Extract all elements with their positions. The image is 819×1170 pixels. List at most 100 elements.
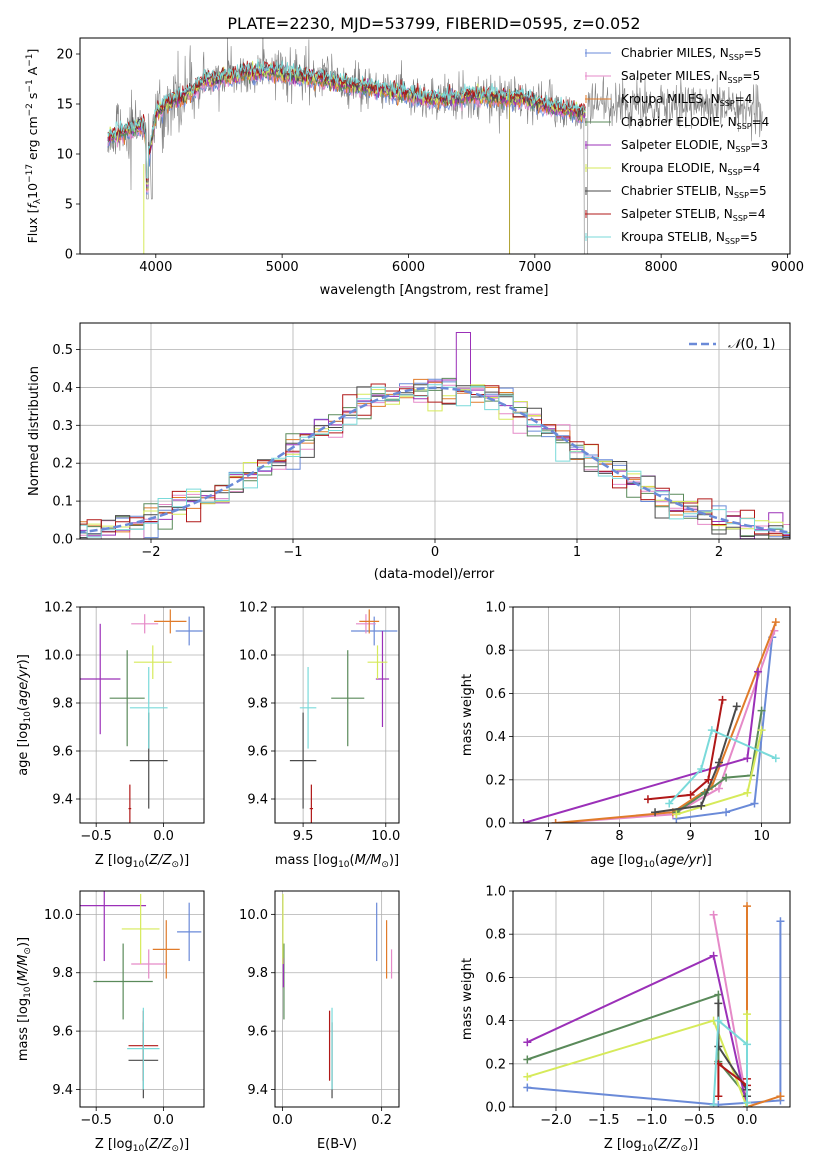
weight-series-line — [712, 1018, 748, 1105]
ticks: 9.5 10.0 9.4 9.6 9.8 10.0 10.2 — [239, 601, 400, 845]
label-subscript: SSP — [720, 99, 735, 108]
axes-frame — [79, 890, 205, 1108]
legend-n-value: 5 — [754, 46, 762, 60]
y-tick-label: 9.8 — [52, 697, 73, 712]
plot-area — [289, 609, 398, 823]
legend-model-name: Salpeter ELODIE — [621, 138, 719, 152]
x-axis-label: wavelength [Angstrom, rest frame] — [320, 283, 549, 298]
y-tick-label: 1.0 — [485, 601, 506, 616]
weight-point — [743, 1040, 752, 1049]
label-part: N — [724, 207, 733, 221]
y-axis-label: mass [log10(M/M⊙)] — [16, 937, 33, 1061]
label-part: = — [743, 69, 753, 83]
weight-point — [714, 1016, 723, 1025]
label-part: , — [703, 92, 711, 106]
label-subscript: SSP — [735, 145, 750, 154]
plot-area — [107, 38, 763, 254]
label-part: ( — [655, 853, 660, 868]
label-part: s — [25, 93, 40, 104]
weight-point — [743, 902, 752, 911]
weight-point — [776, 917, 785, 926]
normal-curve — [80, 386, 790, 534]
x-tick-label: −1.5 — [588, 1113, 620, 1128]
figure-title: PLATE=2230, MJD=53799, FIBERID=0595, z=0… — [227, 14, 640, 33]
y-axis-label: mass weight — [460, 958, 475, 1040]
label-part: Flux [ — [25, 209, 40, 244]
ticks: 4000 5000 6000 7000 8000 9000 0 5 10 15 20 — [56, 48, 804, 276]
x-tick-label: −1.0 — [636, 1113, 668, 1128]
y-tick-label: 15 — [56, 98, 73, 113]
legend-model-name: Chabrier STELIB — [621, 184, 717, 198]
ticks: 0.0 0.2 9.4 9.6 9.8 10.0 — [239, 908, 392, 1128]
label-part: )] — [179, 853, 189, 868]
x-tick-label: 0.0 — [737, 1113, 758, 1128]
y-tick-label: 0.1 — [52, 495, 73, 510]
label-part: , — [716, 207, 724, 221]
axes-mass_weight_vs_age: 7 8 9 10 0.0 0.2 0.4 0.6 0.8 1.0 mass weight age [l… — [460, 601, 791, 870]
x-tick-label: 0.0 — [153, 1113, 174, 1128]
label-subscript: SSP — [733, 214, 748, 223]
label-part: ( — [653, 1137, 658, 1152]
legend-model-name: Salpeter MILES — [621, 69, 711, 83]
legend-n-value: 4 — [745, 92, 753, 106]
y-tick-label: 9.6 — [247, 745, 268, 760]
label-part: = — [735, 92, 745, 106]
y-tick-label: 10.0 — [44, 908, 73, 923]
weight-point — [722, 773, 731, 782]
x-tick-label: 8 — [615, 829, 623, 844]
y-tick-label: 20 — [56, 48, 73, 63]
histogram-step — [80, 383, 790, 537]
weight-point — [709, 1100, 718, 1107]
weight-point — [551, 819, 560, 823]
y-tick-label: 9.4 — [52, 1083, 73, 1098]
y-tick-label: 1.0 — [485, 885, 506, 900]
axes-mass_vs_Z: −0.5 0.09.49.69.810.0Z [log10(Z/Z⊙)]mass … — [16, 890, 205, 1154]
label-subscript: SSP — [725, 237, 740, 246]
weight-point — [519, 819, 528, 823]
weight-point — [750, 799, 759, 808]
label-part: )] — [702, 853, 712, 868]
label-part: N — [720, 46, 729, 60]
axes-frame — [79, 606, 205, 824]
weight-point — [771, 618, 780, 627]
legend-model-name: Salpeter STELIB — [621, 207, 716, 221]
y-tick-label: 0.3 — [52, 419, 73, 434]
label-part: )] — [389, 853, 399, 868]
legend-n-value: 4 — [762, 115, 770, 129]
plot-area — [282, 893, 393, 1099]
label-part: = — [743, 161, 753, 175]
x-tick-label: 0.2 — [371, 1113, 392, 1128]
label-part: mass [log — [275, 853, 338, 868]
x-axis-label: E(B-V) — [317, 1137, 357, 1152]
y-tick-label: 9.4 — [247, 1083, 268, 1098]
label-part: age [log — [590, 853, 643, 868]
legend-entry: Chabrier STELIB, NSSP=5 — [621, 184, 767, 200]
label-part: erg cm — [25, 116, 40, 164]
axes-frame — [274, 606, 400, 824]
plots: 4000 5000 6000 7000 8000 900005101520waveleng… — [16, 37, 804, 1154]
legend-entry: Kroupa ELODIE, NSSP=4 — [621, 161, 760, 177]
x-tick-label: 0 — [431, 545, 439, 560]
ticks: −2.0 −1.5 −1.0 −0.5 0.0 0.0 0.2 0.4 0.6 0.8 1.0 — [485, 885, 757, 1129]
weight-point — [714, 999, 723, 1008]
axes-mass_vs_EBV: 0.0 0.2 9.4 9.6 9.8 10.0 E(B-V) — [239, 890, 400, 1152]
label-part: )] — [16, 937, 31, 947]
legend-entry: Chabrier MILES, NSSP=5 — [621, 46, 761, 62]
weight-series-line — [676, 637, 774, 820]
x-tick-label: −1 — [283, 545, 302, 560]
x-tick-label: −0.5 — [683, 1113, 715, 1128]
weight-point — [707, 726, 716, 735]
weight-point — [665, 799, 674, 808]
ticks: 7 8 9 10 0.0 0.2 0.4 0.6 0.8 1.0 — [485, 601, 770, 845]
weight-point — [523, 1038, 532, 1047]
legend-model-name: Kroupa ELODIE — [621, 161, 711, 175]
label-part: age/yr — [16, 663, 31, 706]
y-tick-label: 10.2 — [44, 601, 73, 616]
weight-series-line — [647, 699, 724, 801]
x-tick-label: −0.5 — [80, 1113, 112, 1128]
label-superscript: −17 — [25, 164, 35, 183]
legend-model-name: Kroupa MILES — [621, 92, 703, 106]
legend-entry: Salpeter ELODIE, NSSP=3 — [621, 138, 768, 154]
y-tick-label: 0 — [65, 248, 73, 263]
